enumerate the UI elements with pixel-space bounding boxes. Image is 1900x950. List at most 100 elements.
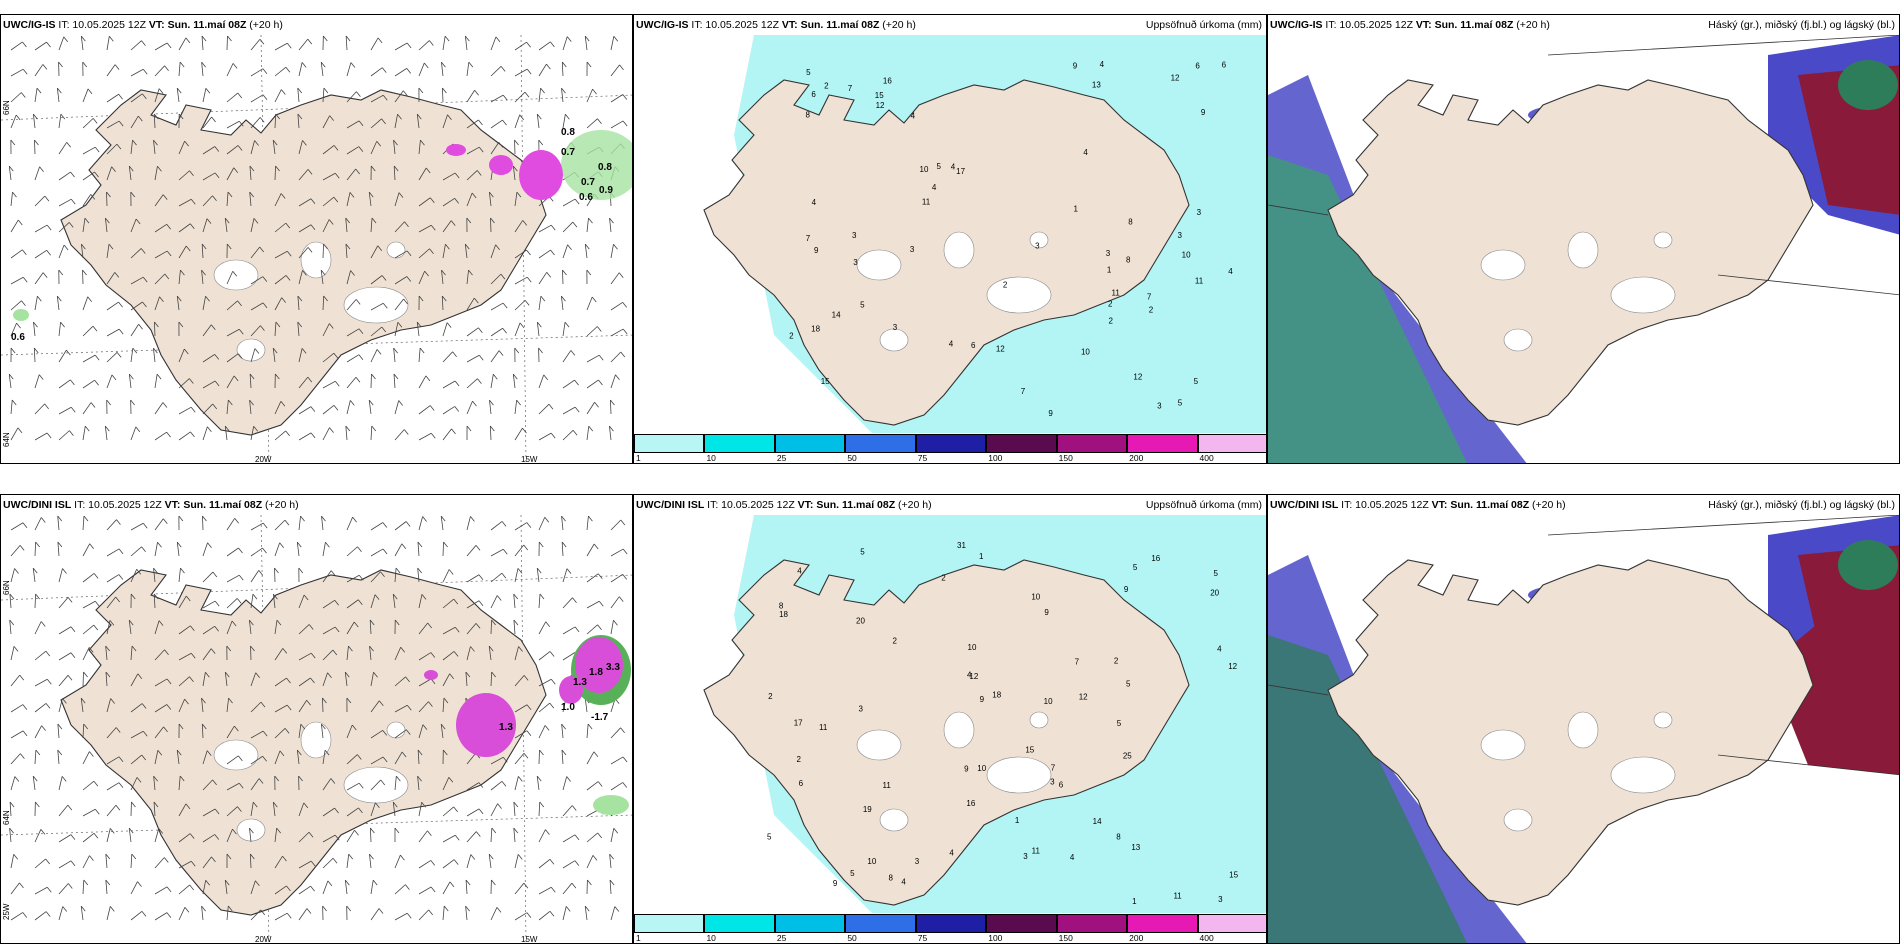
init-time: IT: 10.05.2025 12Z — [58, 19, 146, 31]
cloud-panel-bottom[interactable]: UWC/DINI ISL IT: 10.05.2025 12Z VT: Sun.… — [1267, 494, 1900, 944]
precip-value-label: 3 — [1035, 242, 1040, 251]
wind-panel-bottom[interactable]: UWC/DINI ISL IT: 10.05.2025 12Z VT: Sun.… — [0, 494, 633, 944]
wind-panel-top[interactable]: UWC/IG-IS IT: 10.05.2025 12Z VT: Sun. 11… — [0, 14, 633, 464]
precip-map: 1101516171218131098765432345612111191511… — [634, 35, 1266, 445]
lat-label-66: 66N — [2, 100, 11, 115]
precip-value-label: 12 — [1133, 373, 1142, 382]
precip-value-label: 25 — [1123, 752, 1132, 761]
precip-value-label: 4 — [812, 198, 817, 207]
precip-value-label: 6 — [1195, 61, 1200, 70]
lead-time: (+20 h) — [882, 19, 916, 31]
precip-value-label: 9 — [964, 764, 969, 773]
wind-value-label: 0.6 — [579, 192, 593, 203]
wind-map: 3.31.81.3-1.71.31.0 — [1, 515, 632, 943]
panel-header: UWC/IG-IS IT: 10.05.2025 12Z VT: Sun. 11… — [1, 15, 632, 35]
precip-panel-bottom[interactable]: UWC/DINI ISL IT: 10.05.2025 12Z VT: Sun.… — [633, 494, 1267, 944]
colorbar-label: 75 — [917, 933, 928, 943]
colorbar-label: 200 — [1129, 933, 1144, 943]
colorbar-swatch — [774, 434, 846, 453]
colorbar-swatch — [634, 434, 705, 453]
precip-value-label: 1 — [979, 552, 984, 561]
precip-value-label: 8 — [1128, 218, 1133, 227]
wind-value-label: 0.8 — [598, 162, 612, 173]
precip-value-label: 5 — [1194, 377, 1199, 386]
wind-value-label: 0.7 — [561, 147, 575, 158]
panel-header: UWC/IG-IS IT: 10.05.2025 12Z VT: Sun. 11… — [634, 15, 1266, 35]
precip-value-label: 8 — [888, 873, 893, 882]
precip-value-label: 17 — [794, 718, 803, 727]
colorbar-swatch — [1197, 434, 1266, 453]
colorbar-swatch — [915, 914, 987, 933]
precip-value-label: 31 — [957, 541, 966, 550]
colorbar-swatch — [1056, 434, 1128, 453]
cloud-panel-top[interactable]: UWC/IG-IS IT: 10.05.2025 12Z VT: Sun. 11… — [1267, 14, 1900, 464]
precip-value-label: 4 — [1100, 60, 1105, 69]
precip-value-label: 12 — [969, 672, 978, 681]
precip-value-label: 3 — [853, 258, 858, 267]
cloud-title: Háský (gr.), miðský (fj.bl.) og lágský (… — [1708, 19, 1895, 31]
precip-value-label: 2 — [1114, 656, 1119, 665]
precip-value-label: 9 — [980, 695, 985, 704]
colorbar-label: 400 — [1199, 933, 1214, 943]
precip-panel-top[interactable]: UWC/IG-IS IT: 10.05.2025 12Z VT: Sun. 11… — [633, 14, 1267, 464]
precip-value-label: 10 — [1044, 697, 1053, 706]
colorbar-label: 150 — [1058, 453, 1073, 463]
precip-value-label: 4 — [949, 849, 954, 858]
colorbar-label: 1 — [636, 933, 641, 943]
wind-value-label: 0.7 — [581, 177, 595, 188]
precip-value-label: 11 — [883, 781, 892, 790]
colorbar-label: 75 — [917, 453, 928, 463]
wind-value-label: 0.8 — [561, 127, 575, 138]
colorbar-label: 10 — [706, 453, 716, 463]
precip-value-label: 10 — [867, 857, 876, 866]
lead-time: (+20 h) — [898, 499, 932, 511]
precip-value-label: 3 — [1106, 249, 1111, 258]
instability-area — [13, 130, 632, 321]
panel-header: UWC/DINI ISL IT: 10.05.2025 12Z VT: Sun.… — [1268, 495, 1899, 515]
precip-value-label: 4 — [1228, 267, 1233, 276]
precip-value-label: 8 — [779, 602, 784, 611]
colorbar-swatch — [1197, 914, 1266, 933]
lon-label-20w: 20W — [255, 455, 272, 464]
precip-value-label: 10 — [968, 643, 977, 652]
precip-value-label: 3 — [1023, 852, 1028, 861]
precip-value-label: 9 — [1048, 409, 1053, 418]
precip-value-label: 9 — [1201, 108, 1206, 117]
valid-time: VT: Sun. 11.maí 08Z — [1415, 19, 1514, 31]
colorbar-label: 50 — [847, 933, 857, 943]
precip-value-label: 3 — [910, 245, 915, 254]
precip-value-label: 1 — [1132, 897, 1137, 906]
precip-value-label: 11 — [1195, 276, 1204, 285]
wind-value-label: -1.7 — [591, 712, 609, 723]
precip-value-label: 15 — [875, 91, 884, 100]
iceland-landmass — [703, 559, 1190, 906]
precip-title: Uppsöfnuð úrkoma (mm) — [1145, 499, 1262, 511]
precip-value-label: 8 — [1116, 832, 1121, 841]
precip-value-label: 12 — [1171, 74, 1180, 83]
wind-value-label: 1.8 — [589, 667, 603, 678]
valid-time: VT: Sun. 11.maí 08Z — [781, 19, 880, 31]
precip-value-label: 10 — [1182, 250, 1191, 259]
precip-value-label: 2 — [789, 331, 794, 340]
lat-label-64: 64N — [2, 810, 11, 825]
precip-title: Uppsöfnuð úrkoma (mm) — [1145, 19, 1262, 31]
precip-value-label: 7 — [806, 234, 811, 243]
colorbar-label: 100 — [988, 933, 1003, 943]
precip-value-label: 18 — [992, 691, 1001, 700]
precip-value-label: 5 — [1126, 679, 1131, 688]
precip-value-label: 2 — [1108, 317, 1113, 326]
precip-value-label: 4 — [951, 163, 956, 172]
lon-label-15w: 15W — [521, 935, 538, 944]
precip-map: 2125811119101618253118201911171516141320… — [634, 515, 1266, 925]
iceland-landmass — [1327, 79, 1814, 426]
precip-value-label: 3 — [1218, 895, 1223, 904]
precip-value-label: 4 — [967, 670, 972, 679]
precip-value-label: 5 — [1117, 719, 1122, 728]
precip-value-label: 11 — [1112, 289, 1121, 298]
model-name: UWC/DINI ISL — [3, 499, 72, 511]
precip-value-label: 3 — [1197, 208, 1202, 217]
wind-value-labels: 0.80.70.80.70.90.60.6 — [11, 127, 613, 343]
colorbar-label: 25 — [776, 453, 787, 463]
precip-value-label: 13 — [1131, 843, 1140, 852]
precip-value-label: 15 — [821, 377, 830, 386]
